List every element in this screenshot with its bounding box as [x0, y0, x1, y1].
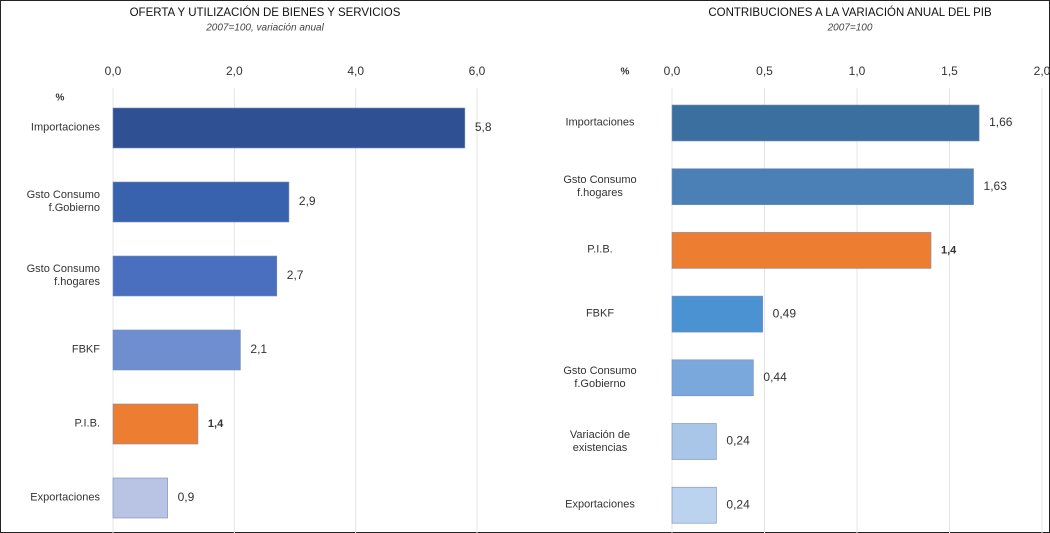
category-label: P.I.B.: [587, 243, 613, 256]
chart-subtitle: 2007=100: [827, 23, 873, 34]
bar: [112, 181, 290, 223]
category-label: Importaciones: [565, 116, 635, 129]
chart-subtitle: 2007=100, variación anual: [205, 23, 324, 34]
value-label: 0,9: [178, 490, 195, 504]
unit-label: %: [56, 93, 65, 104]
category-label: P.I.B.: [74, 417, 100, 430]
value-label: 1,66: [989, 115, 1013, 129]
value-label: 0,24: [726, 434, 750, 448]
category-label: Exportaciones: [565, 498, 635, 511]
bar: [112, 477, 168, 519]
category-label: FBKF: [585, 307, 615, 320]
x-tick-label: 1,5: [941, 64, 958, 78]
x-tick-label: 6,0: [469, 64, 486, 78]
category-label: Gsto Consumo f.hogares: [563, 173, 637, 199]
bar: [112, 255, 278, 297]
bar: [671, 168, 974, 205]
value-label: 0,24: [726, 497, 750, 511]
bar: [671, 232, 932, 269]
x-tick-label: 1,0: [849, 64, 866, 78]
category-label: Importaciones: [30, 121, 100, 134]
x-tick-label: 0,5: [756, 64, 773, 78]
bar: [671, 423, 717, 460]
category-label: Gsto Consumo f.Gobierno: [563, 364, 637, 390]
category-label: Gsto Consumo f.hogares: [26, 263, 100, 288]
category-label: Exportaciones: [30, 491, 100, 504]
chart-title: CONTRIBUCIONES A LA VARIACIÓN ANUAL DEL …: [708, 6, 992, 19]
value-label: 1,4: [941, 244, 957, 256]
category-label: FBKF: [71, 343, 100, 356]
value-label: 1,4: [208, 418, 224, 430]
x-tick-label: 0,0: [105, 64, 122, 78]
x-tick-label: 4,0: [347, 64, 364, 78]
chart-title: OFERTA Y UTILIZACIÓN DE BIENES Y SERVICI…: [130, 6, 401, 19]
category-label: Variación de existencias: [569, 428, 631, 454]
value-label: 1,63: [984, 179, 1008, 193]
bar: [112, 403, 199, 445]
value-label: 0,44: [763, 370, 787, 384]
x-tick-label: 2,0: [1034, 64, 1050, 78]
bar: [671, 486, 717, 524]
bar: [112, 329, 241, 371]
bar: [112, 107, 466, 149]
bar: [671, 295, 763, 333]
value-label: 5,8: [475, 120, 492, 134]
bar: [671, 359, 754, 397]
unit-label: %: [621, 67, 630, 78]
x-tick-label: 2,0: [226, 64, 243, 78]
category-label: Gsto Consumo f.Gobierno: [26, 189, 100, 214]
value-label: 2,7: [287, 268, 304, 282]
bar: [671, 104, 980, 142]
x-tick-label: 0,0: [664, 64, 681, 78]
value-label: 2,9: [299, 194, 316, 208]
value-label: 2,1: [250, 342, 267, 356]
value-label: 0,49: [773, 306, 797, 320]
